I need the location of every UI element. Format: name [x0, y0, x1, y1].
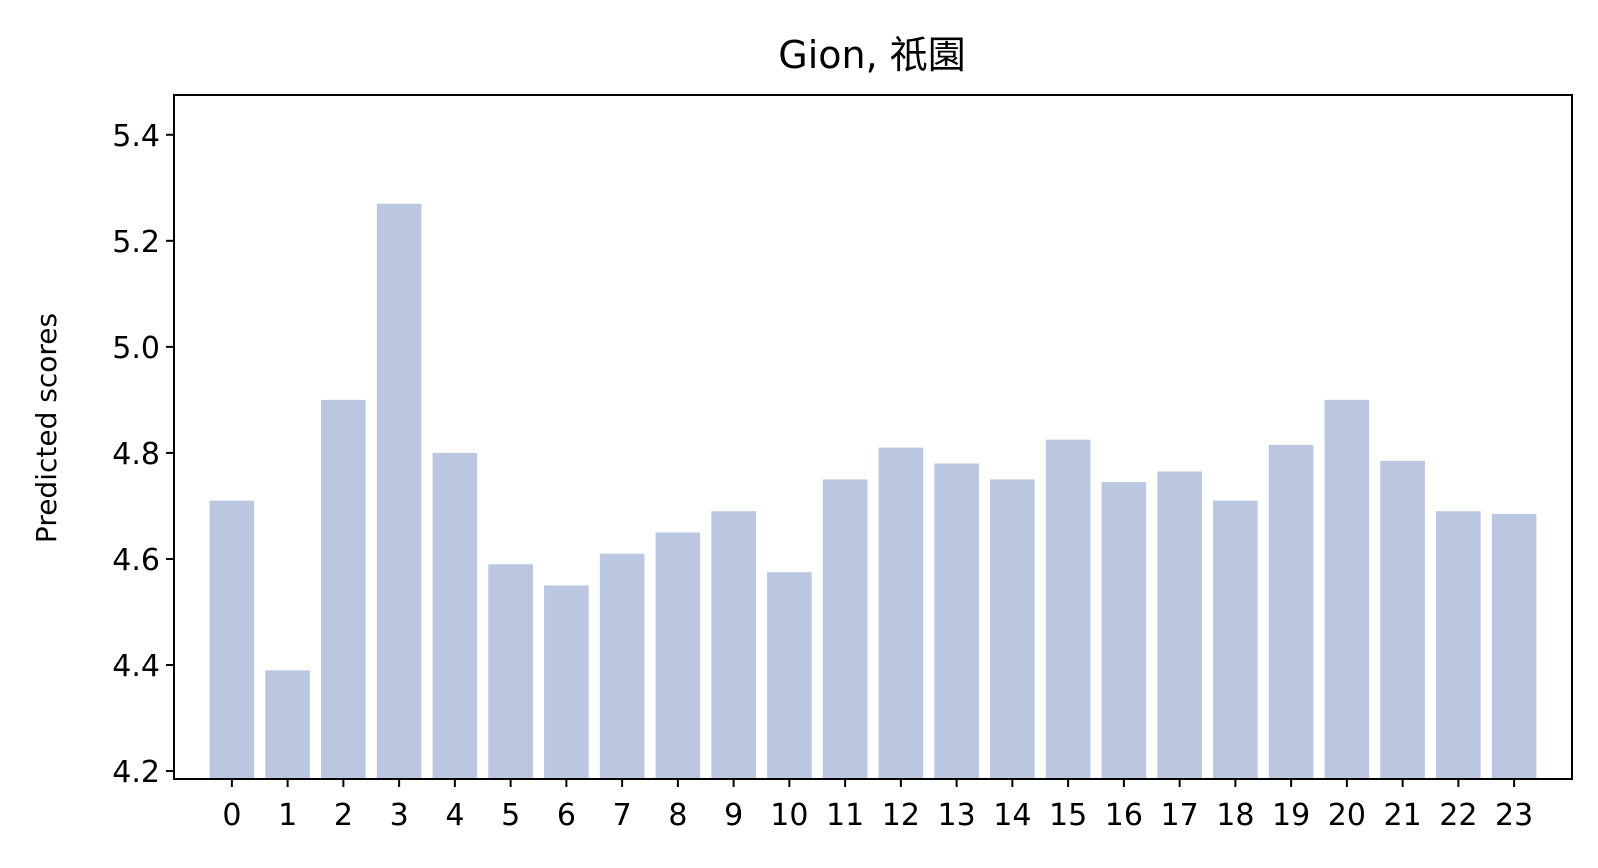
- y-axis-label: Predicted scores: [30, 313, 63, 543]
- bar-14: [990, 479, 1035, 779]
- bar-3: [376, 203, 422, 779]
- y-tick-label: 4.8: [112, 437, 160, 472]
- x-tick-label: 4: [445, 798, 464, 833]
- y-ticks-group: 4.2 4.4 4.6 4.8 5.0 5.2 5.4: [112, 119, 174, 790]
- bar-22: [1436, 511, 1481, 779]
- bar-23: [1491, 513, 1537, 779]
- y-tick-label: 5.2: [112, 225, 160, 260]
- bar-6: [544, 585, 589, 779]
- x-tick-label: 0: [222, 798, 241, 833]
- x-tick-label: 19: [1272, 798, 1310, 833]
- y-tick-label: 4.4: [112, 649, 160, 684]
- bar-10: [767, 572, 812, 779]
- x-tick-label: 1: [278, 798, 297, 833]
- bar-2: [321, 399, 366, 779]
- x-tick-label: 20: [1328, 798, 1366, 833]
- x-tick-label: 15: [1049, 798, 1087, 833]
- chart-title: Gion, 祇園: [778, 33, 966, 77]
- x-tick-label: 12: [882, 798, 920, 833]
- x-tick-label: 17: [1161, 798, 1199, 833]
- bar-21: [1380, 460, 1425, 779]
- bar-17: [1157, 471, 1202, 779]
- x-tick-label: 16: [1105, 798, 1143, 833]
- x-tick-label: 9: [724, 798, 743, 833]
- x-tick-label: 18: [1216, 798, 1254, 833]
- x-tick-label: 3: [390, 798, 409, 833]
- bars-group: [209, 203, 1537, 779]
- x-tick-label: 13: [938, 798, 976, 833]
- bar-9: [711, 511, 756, 779]
- plot-frame: [173, 94, 1573, 780]
- x-tick-label: 22: [1439, 798, 1477, 833]
- x-ticks-group: 0 1 2 3 4 5 6 7 8 9 10 11 12 13 14 15 16 17 18 19 20 21 22 23: [222, 779, 1533, 833]
- bar-11: [822, 479, 868, 779]
- x-tick-label: 8: [668, 798, 687, 833]
- x-tick-label: 23: [1495, 798, 1533, 833]
- bar-12: [878, 447, 924, 779]
- x-tick-label: 14: [993, 798, 1031, 833]
- x-tick-label: 6: [557, 798, 576, 833]
- x-tick-label: 10: [770, 798, 808, 833]
- y-tick-label: 5.0: [112, 331, 160, 366]
- x-tick-label: 11: [826, 798, 864, 833]
- bar-0: [209, 500, 255, 779]
- bar-4: [432, 452, 478, 779]
- bar-1: [265, 670, 310, 779]
- bar-7: [599, 553, 645, 779]
- y-tick-label: 4.2: [112, 755, 160, 790]
- bar-8: [655, 532, 701, 779]
- x-tick-label: 21: [1384, 798, 1422, 833]
- bar-15: [1045, 439, 1091, 779]
- bar-19: [1268, 444, 1314, 779]
- bar-13: [934, 463, 979, 779]
- bar-18: [1213, 500, 1258, 779]
- x-tick-label: 2: [334, 798, 353, 833]
- y-tick-label: 5.4: [112, 119, 160, 154]
- bar-16: [1101, 482, 1147, 779]
- bar-5: [488, 564, 533, 779]
- y-tick-label: 4.6: [112, 543, 160, 578]
- x-tick-label: 5: [501, 798, 520, 833]
- x-tick-label: 7: [613, 798, 632, 833]
- bar-20: [1324, 399, 1370, 779]
